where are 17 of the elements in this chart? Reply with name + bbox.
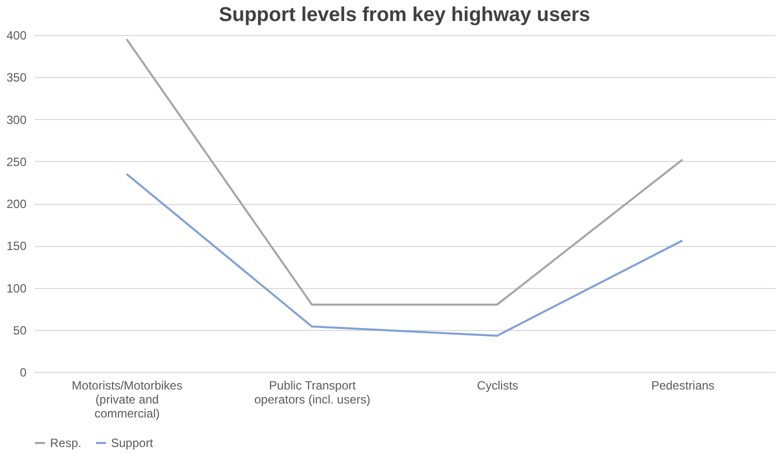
- y-tick-label: 0: [20, 366, 27, 380]
- y-tick-label: 350: [6, 70, 27, 85]
- y-tick-label: 250: [6, 154, 27, 169]
- x-tick-label: Pedestrians: [651, 378, 715, 392]
- y-tick-label: 150: [6, 239, 27, 254]
- y-tick-label: 50: [13, 323, 27, 338]
- x-tick-label: Motorists/Motorbikes (private and commercial): [72, 378, 182, 420]
- x-tick-label: Cyclists: [476, 378, 518, 392]
- chart-title: Support levels from key highway users: [218, 4, 590, 26]
- y-tick-label: 300: [6, 112, 27, 127]
- x-tick-label: Public Transport operators (incl. users): [254, 378, 370, 406]
- y-tick-label: 200: [6, 197, 27, 211]
- legend-label: Support: [111, 436, 154, 450]
- y-tick-label: 100: [6, 281, 27, 296]
- legend-label: Resp.: [50, 436, 82, 450]
- y-tick-label: 400: [6, 28, 27, 42]
- line-series: [126, 173, 684, 337]
